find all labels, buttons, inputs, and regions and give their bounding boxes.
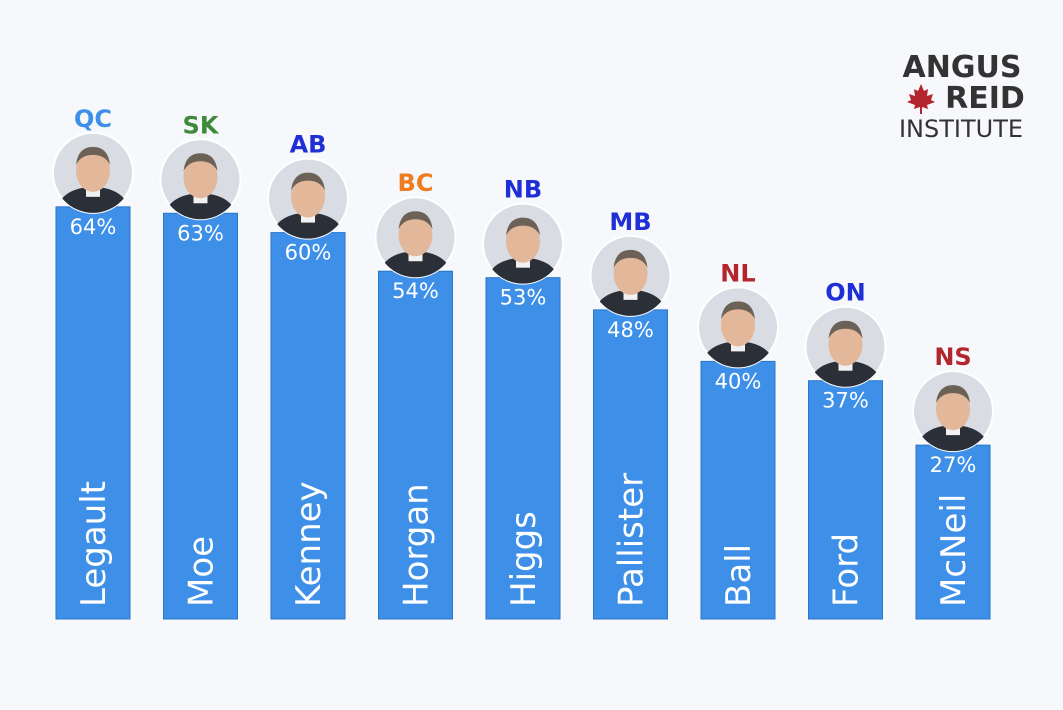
bar-legault <box>55 206 131 620</box>
province-label-sk: SK <box>183 111 220 139</box>
province-label-nb: NB <box>504 176 542 204</box>
value-label-moe: 63% <box>177 221 224 245</box>
category-label-kenney: Kenney <box>289 481 329 607</box>
portrait-moe <box>159 138 242 221</box>
portrait-ball <box>697 286 779 369</box>
province-label-mb: MB <box>609 208 651 236</box>
category-label-horgan: Horgan <box>397 483 437 607</box>
value-label-kenney: 60% <box>285 241 332 265</box>
province-label-nl: NL <box>720 259 755 287</box>
portrait-horgan <box>374 196 457 279</box>
bar-mcneil <box>915 444 991 620</box>
portrait-legault <box>52 131 134 214</box>
portrait-ford <box>804 305 887 388</box>
value-label-pallister: 48% <box>607 318 654 342</box>
value-label-legault: 64% <box>70 215 117 239</box>
province-label-on: ON <box>825 279 866 307</box>
province-label-qc: QC <box>74 105 112 133</box>
bar-pallister <box>593 309 668 620</box>
portrait-mcneil <box>912 370 994 453</box>
angus-reid-logo: ANGUS REID INSTITUTE <box>899 50 1025 143</box>
bar-ball <box>700 360 776 620</box>
bar-higgs <box>485 277 561 620</box>
bar-ford <box>808 380 883 620</box>
value-label-ball: 40% <box>715 369 762 393</box>
category-label-ford: Ford <box>827 533 867 607</box>
bars-layer: 64% Legault 63% Moe 60% Kenney 54% Horgan 53% Hig… <box>55 206 991 620</box>
portraits-layer <box>52 131 994 453</box>
portrait-kenney <box>267 157 349 240</box>
province-labels-layer: QC SK AB BC NB MB NL ON NS <box>74 105 972 371</box>
value-label-higgs: 53% <box>500 286 547 310</box>
category-label-ball: Ball <box>719 544 759 607</box>
logo-line-angus: ANGUS <box>903 50 1022 85</box>
value-label-horgan: 54% <box>392 279 439 303</box>
value-label-mcneil: 27% <box>930 453 977 477</box>
maple-leaf-icon <box>907 84 935 114</box>
category-label-mcneil: McNeil <box>934 494 974 607</box>
category-label-pallister: Pallister <box>612 473 652 607</box>
portrait-higgs <box>482 202 564 285</box>
category-label-moe: Moe <box>182 536 222 607</box>
value-label-ford: 37% <box>822 389 869 413</box>
portrait-pallister <box>589 234 672 317</box>
province-label-ns: NS <box>934 343 971 371</box>
bar-moe <box>163 212 238 620</box>
bar-horgan <box>378 270 453 620</box>
logo-line-reid: REID <box>945 81 1025 116</box>
category-label-higgs: Higgs <box>504 511 544 607</box>
category-label-legault: Legault <box>74 481 114 607</box>
province-label-ab: AB <box>290 131 327 159</box>
logo-line-institute: INSTITUTE <box>899 115 1023 143</box>
province-label-bc: BC <box>398 169 434 197</box>
